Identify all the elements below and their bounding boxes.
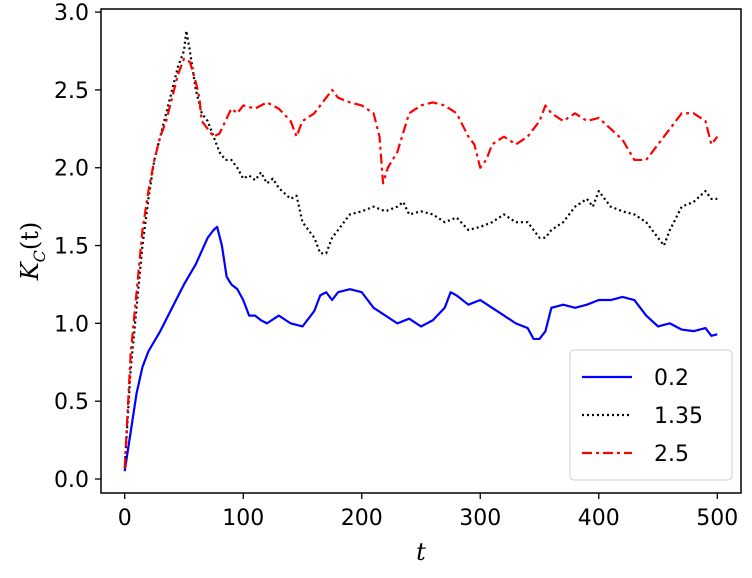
plot-lines xyxy=(123,29,719,472)
x-tick-label: 400 xyxy=(578,506,620,531)
x-tick-label: 500 xyxy=(696,506,738,531)
legend-label-1: 1.35 xyxy=(654,404,703,429)
x-axis: 0 100 200 300 400 500 xyxy=(118,493,738,531)
y-tick-label: 0.0 xyxy=(54,468,89,493)
y-tick-label: 2.0 xyxy=(54,157,89,182)
y-tick-label: 2.5 xyxy=(54,79,89,104)
y-tick-label: 0.5 xyxy=(54,390,89,415)
series-line-2 xyxy=(123,57,719,469)
axes-frame xyxy=(100,8,742,494)
x-tick-label: 100 xyxy=(222,506,264,531)
legend-box xyxy=(569,349,733,481)
series-line-1 xyxy=(123,29,718,469)
legend-label-0: 0.2 xyxy=(654,366,689,391)
x-tick-label: 0 xyxy=(118,506,132,531)
legend-label-2: 2.5 xyxy=(654,442,689,467)
y-axis: 0.0 0.5 1.0 1.5 2.0 2.5 3.0 xyxy=(54,1,101,493)
series-line-0 xyxy=(123,225,718,472)
x-axis-label: t xyxy=(416,538,426,566)
x-tick-label: 200 xyxy=(341,506,383,531)
y-axis-label: KC(t) xyxy=(16,222,49,282)
legend: 0.2 1.35 2.5 xyxy=(569,349,733,481)
y-tick-label: 1.0 xyxy=(54,312,89,337)
x-tick-label: 300 xyxy=(459,506,501,531)
y-tick-label: 3.0 xyxy=(54,1,89,26)
y-tick-label: 1.5 xyxy=(54,235,89,260)
